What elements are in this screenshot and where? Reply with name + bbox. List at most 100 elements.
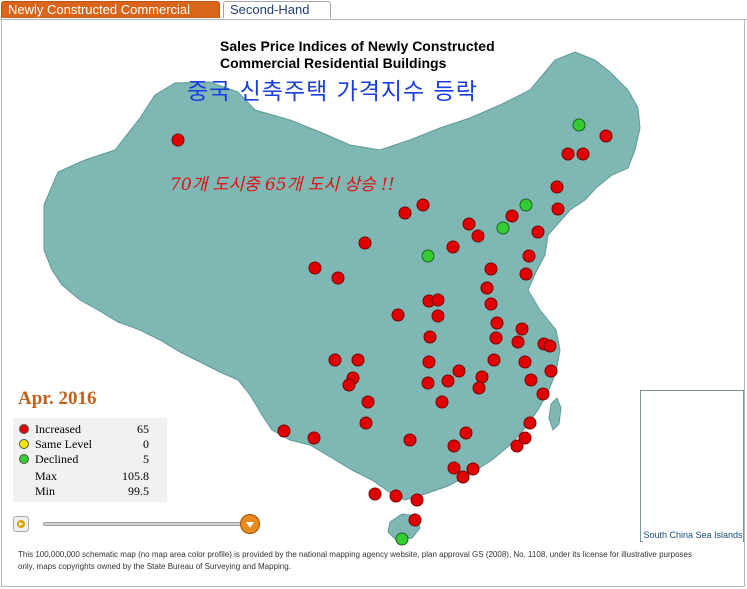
city-marker-increased[interactable]	[536, 387, 550, 401]
city-marker-increased[interactable]	[471, 229, 485, 243]
city-marker-increased[interactable]	[447, 439, 461, 453]
tab-second-hand[interactable]: Second-Hand	[223, 1, 331, 18]
city-marker-increased[interactable]	[358, 236, 372, 250]
city-marker-increased[interactable]	[410, 493, 424, 507]
city-marker-increased[interactable]	[518, 355, 532, 369]
city-marker-increased[interactable]	[408, 513, 422, 527]
city-marker-increased[interactable]	[308, 261, 322, 275]
city-marker-increased[interactable]	[277, 424, 291, 438]
legend-same-label: Same Level	[35, 437, 92, 451]
city-marker-increased[interactable]	[441, 374, 455, 388]
korean-overlay-title: 중국 신축주택 가격지수 등락	[187, 79, 478, 105]
city-marker-increased[interactable]	[368, 487, 382, 501]
legend-row-increased: Increased 65	[19, 422, 161, 437]
city-marker-increased[interactable]	[435, 395, 449, 409]
city-markers	[171, 118, 613, 546]
legend-row-declined: Declined 5	[19, 452, 161, 467]
city-marker-increased[interactable]	[550, 180, 564, 194]
declined-dot-icon	[19, 454, 29, 464]
legend-same-value: 0	[143, 437, 149, 451]
city-marker-increased[interactable]	[389, 489, 403, 503]
city-marker-increased[interactable]	[422, 355, 436, 369]
city-marker-increased[interactable]	[361, 395, 375, 409]
city-marker-increased[interactable]	[423, 330, 437, 344]
city-marker-increased[interactable]	[480, 281, 494, 295]
city-marker-declined[interactable]	[496, 221, 510, 235]
play-button[interactable]	[13, 516, 29, 532]
city-marker-increased[interactable]	[576, 147, 590, 161]
city-marker-increased[interactable]	[484, 262, 498, 276]
legend-max-label: Max	[35, 469, 57, 483]
city-marker-increased[interactable]	[599, 129, 613, 143]
legend-declined-label: Declined	[35, 452, 79, 466]
city-marker-increased[interactable]	[523, 416, 537, 430]
city-marker-increased[interactable]	[328, 353, 342, 367]
city-marker-increased[interactable]	[475, 370, 489, 384]
increased-dot-icon	[19, 424, 29, 434]
city-marker-increased[interactable]	[431, 309, 445, 323]
city-marker-increased[interactable]	[462, 217, 476, 231]
city-marker-increased[interactable]	[307, 431, 321, 445]
city-marker-increased[interactable]	[331, 271, 345, 285]
city-marker-increased[interactable]	[543, 339, 557, 353]
map-title-line2: Commercial Residential Buildings	[220, 55, 447, 71]
same-level-dot-icon	[19, 439, 29, 449]
chevron-down-icon	[246, 522, 254, 528]
play-triangle-icon	[19, 522, 23, 526]
legend-row-max: Max 105.8	[19, 469, 161, 484]
city-marker-increased[interactable]	[456, 470, 470, 484]
city-marker-increased[interactable]	[452, 364, 466, 378]
city-marker-increased[interactable]	[484, 297, 498, 311]
legend-max-value: 105.8	[122, 469, 149, 483]
timeline-slider-track[interactable]	[43, 522, 253, 526]
legend-declined-value: 5	[143, 452, 149, 466]
city-marker-increased[interactable]	[171, 133, 185, 147]
timeline-controls	[10, 512, 270, 536]
city-marker-increased[interactable]	[403, 433, 417, 447]
city-marker-increased[interactable]	[466, 462, 480, 476]
city-marker-increased[interactable]	[531, 225, 545, 239]
city-marker-declined[interactable]	[572, 118, 586, 132]
city-marker-increased[interactable]	[490, 316, 504, 330]
city-marker-increased[interactable]	[342, 378, 356, 392]
city-marker-increased[interactable]	[511, 335, 525, 349]
city-marker-declined[interactable]	[421, 249, 435, 263]
city-marker-increased[interactable]	[515, 322, 529, 336]
city-marker-increased[interactable]	[447, 461, 461, 475]
legend-row-min: Min 99.5	[19, 484, 161, 499]
city-marker-increased[interactable]	[446, 240, 460, 254]
city-marker-declined[interactable]	[519, 198, 533, 212]
city-marker-increased[interactable]	[519, 267, 533, 281]
tab-newly-constructed[interactable]: Newly Constructed Commercial	[1, 1, 220, 18]
city-marker-increased[interactable]	[544, 364, 558, 378]
city-marker-increased[interactable]	[421, 376, 435, 390]
footer-disclaimer: This 100,000,000 schematic map (no map a…	[18, 550, 692, 571]
city-marker-declined[interactable]	[395, 532, 409, 546]
inset-label: South China Sea Islands	[643, 529, 743, 542]
city-marker-increased[interactable]	[510, 439, 524, 453]
korean-overlay-note: 70개 도시중 65개 도시 상승 !!	[170, 175, 395, 195]
city-marker-increased[interactable]	[487, 353, 501, 367]
city-marker-increased[interactable]	[489, 331, 503, 345]
city-marker-increased[interactable]	[359, 416, 373, 430]
legend-increased-value: 65	[137, 422, 149, 436]
legend-min-label: Min	[35, 484, 56, 498]
legend-min-value: 99.5	[128, 484, 149, 498]
city-marker-increased[interactable]	[398, 206, 412, 220]
city-marker-increased[interactable]	[561, 147, 575, 161]
city-marker-increased[interactable]	[472, 381, 486, 395]
city-marker-increased[interactable]	[524, 373, 538, 387]
city-marker-increased[interactable]	[416, 198, 430, 212]
slider-thumb-icon[interactable]	[240, 514, 260, 534]
city-marker-increased[interactable]	[351, 353, 365, 367]
city-marker-increased[interactable]	[551, 202, 565, 216]
legend-increased-label: Increased	[35, 422, 81, 436]
city-marker-increased[interactable]	[522, 249, 536, 263]
city-marker-increased[interactable]	[518, 431, 532, 445]
city-marker-increased[interactable]	[505, 209, 519, 223]
city-marker-increased[interactable]	[391, 308, 405, 322]
south-china-sea-inset	[640, 390, 744, 542]
city-marker-increased[interactable]	[459, 426, 473, 440]
city-marker-increased[interactable]	[431, 293, 445, 307]
